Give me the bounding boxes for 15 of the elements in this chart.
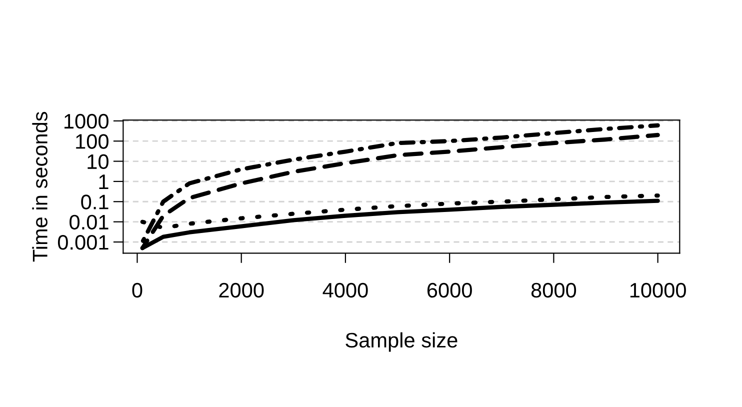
y-tick-label: 10 [88, 154, 108, 170]
x-tick-label: 2000 [219, 282, 264, 298]
y-axis-title: Time in seconds [32, 112, 48, 262]
y-tick-label: 100 [76, 134, 108, 149]
x-tick-label: 4000 [322, 282, 368, 298]
y-tick-label: 1 [99, 174, 108, 189]
y-tick-label: 0.01 [70, 214, 108, 230]
y-tick-label: 0.001 [58, 235, 108, 250]
x-tick-label: 0 [132, 282, 142, 298]
x-tick-label: 8000 [531, 282, 576, 298]
x-tick-label: 10000 [630, 282, 686, 298]
x-tick-label: 6000 [427, 282, 472, 298]
x-axis-title: Sample size [346, 332, 458, 352]
y-tick-label: 1000 [64, 114, 108, 129]
y-tick-label: 0.1 [81, 194, 108, 210]
